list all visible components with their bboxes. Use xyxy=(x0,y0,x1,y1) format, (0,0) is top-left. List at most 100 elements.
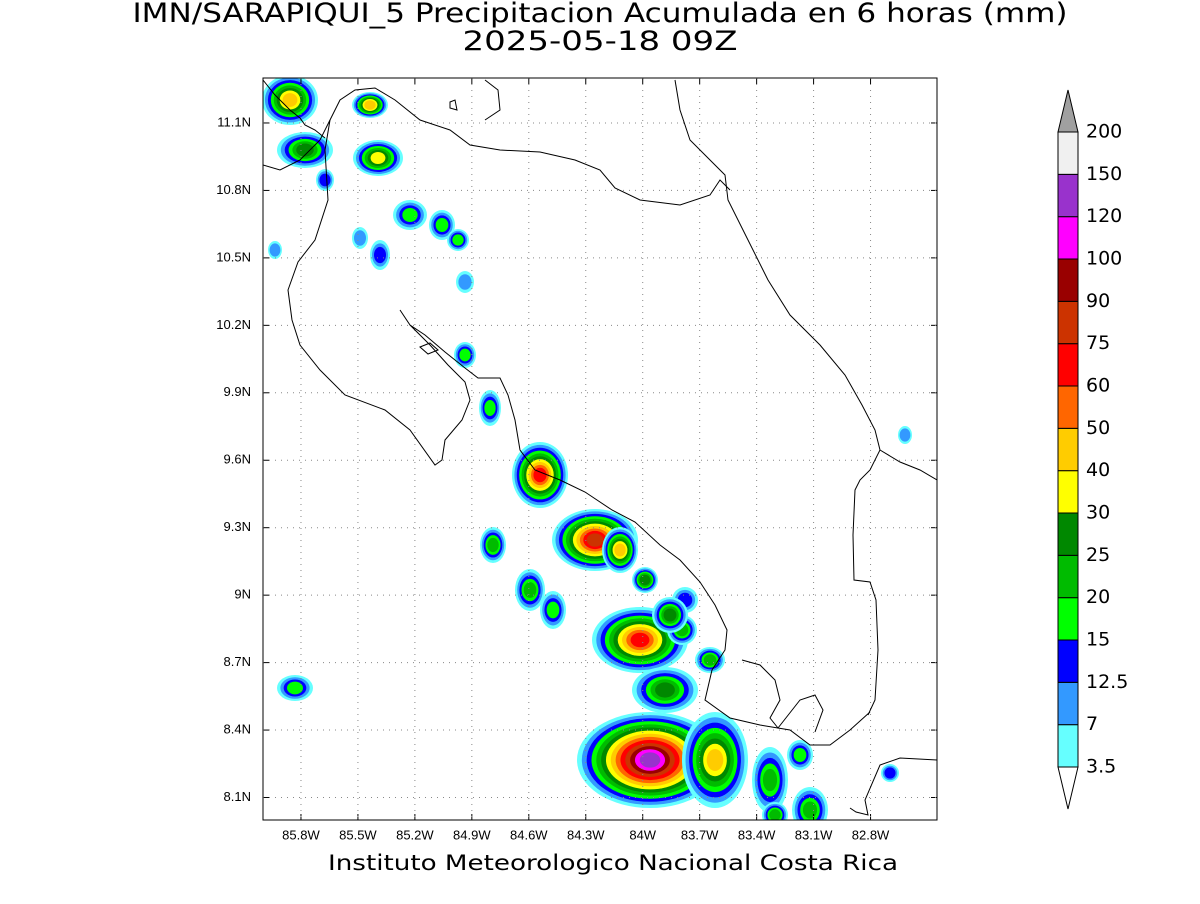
y-tick-label: 8.7N xyxy=(224,654,251,669)
grid: 85.8W 85.5W 85.2W 84.9W 84.6W 84.3W 84W 83.7W 83… xyxy=(216,78,937,842)
y-tick-label: 9.9N xyxy=(224,384,251,399)
x-tick-label: 85.8W xyxy=(282,827,320,842)
x-tick-label: 83.4W xyxy=(738,827,776,842)
x-tick-label: 84.6W xyxy=(510,827,548,842)
rain-cell xyxy=(370,152,386,164)
rain-cell xyxy=(354,230,366,246)
y-tick-label: 11.1N xyxy=(217,114,251,129)
y-tick-label: 9.6N xyxy=(224,452,251,467)
colorbar-box xyxy=(1057,554,1079,599)
colorbar-label: 50 xyxy=(1086,417,1110,439)
colorbar-label: 30 xyxy=(1086,502,1110,524)
rain-cell xyxy=(374,246,386,264)
y-tick-label: 9.3N xyxy=(224,519,251,534)
rain-cell xyxy=(706,749,724,771)
rain-cell xyxy=(364,100,376,110)
rain-cell xyxy=(663,608,677,622)
footer-credit: Instituto Meteorologico Nacional Costa R… xyxy=(328,851,898,875)
colorbar-box xyxy=(1057,597,1079,641)
rain-cell xyxy=(282,93,298,107)
rain-cell xyxy=(459,348,471,362)
colorbar-box xyxy=(1057,216,1079,260)
coastline xyxy=(849,757,937,816)
rain-cell xyxy=(458,274,472,290)
rain-cell xyxy=(586,533,604,547)
precipitation-field xyxy=(263,78,912,820)
y-tick-label: 8.1N xyxy=(224,789,251,804)
rain-cell xyxy=(402,208,418,222)
x-tick-label: 84.9W xyxy=(453,827,491,842)
colorbar-label: 40 xyxy=(1086,459,1110,481)
x-tick-label: 82.8W xyxy=(852,827,890,842)
coastline xyxy=(674,79,881,716)
rain-cell xyxy=(884,767,896,779)
map-title: IMN/SARAPIQUI_5 Precipitacion Acumulada … xyxy=(133,0,1068,29)
colorbar: 3.5 7 12.5 15 20 25 30 40 50 60 75 90 100 120 150 200 xyxy=(1057,89,1128,810)
colorbar-box xyxy=(1057,639,1079,683)
y-tick-label: 10.8N xyxy=(216,182,251,197)
rain-cell xyxy=(802,801,818,819)
colorbar-label: 15 xyxy=(1086,629,1110,651)
y-tick-label: 10.5N xyxy=(216,249,251,264)
x-tick-label: 84.3W xyxy=(567,827,605,842)
rain-cell xyxy=(487,537,499,553)
y-tick-label: 8.4N xyxy=(224,721,251,736)
coastline xyxy=(879,449,937,481)
y-tick-label: 10.2N xyxy=(216,317,251,332)
colorbar-label: 75 xyxy=(1086,332,1110,354)
colorbar-box xyxy=(1057,427,1079,472)
colorbar-label: 150 xyxy=(1086,163,1122,185)
coastline xyxy=(287,119,871,746)
rain-cell xyxy=(703,654,717,666)
colorbar-box xyxy=(1057,470,1079,514)
colorbar-label: 7 xyxy=(1086,713,1098,735)
colorbar-box xyxy=(1057,131,1079,175)
colorbar-box xyxy=(1057,681,1079,726)
colorbar-over xyxy=(1057,89,1079,133)
colorbar-box xyxy=(1057,724,1079,768)
rain-cell xyxy=(899,428,911,442)
colorbar-label: 3.5 xyxy=(1086,756,1116,778)
rain-cell xyxy=(269,243,281,257)
colorbar-label: 200 xyxy=(1086,121,1122,143)
colorbar-box xyxy=(1057,300,1079,345)
colorbar-box xyxy=(1057,385,1079,429)
rain-cell xyxy=(762,768,778,792)
colorbar-box xyxy=(1057,343,1079,387)
island xyxy=(419,342,439,355)
colorbar-label: 100 xyxy=(1086,248,1122,270)
rain-cell xyxy=(533,467,547,483)
rain-cell xyxy=(287,681,303,695)
colorbar-label: 25 xyxy=(1086,544,1110,566)
rain-cell xyxy=(319,173,331,187)
rain-cell xyxy=(639,574,651,586)
rain-cell xyxy=(452,234,464,246)
rain-cell xyxy=(793,748,807,762)
rain-cell xyxy=(655,682,675,698)
colorbar-label: 20 xyxy=(1086,586,1110,608)
y-tick-label: 9N xyxy=(234,587,251,602)
colorbar-label: 120 xyxy=(1086,205,1122,227)
colorbar-label: 60 xyxy=(1086,375,1110,397)
map-subtitle: 2025-05-18 09Z xyxy=(463,26,738,57)
x-tick-label: 83.7W xyxy=(681,827,719,842)
map-frame xyxy=(262,77,938,821)
x-tick-label: 85.5W xyxy=(339,827,377,842)
coastlines xyxy=(263,79,937,816)
coastline xyxy=(484,79,501,121)
colorbar-under xyxy=(1057,766,1079,810)
rain-cell xyxy=(296,143,314,157)
colorbar-box xyxy=(1057,258,1079,302)
coastline xyxy=(741,659,824,733)
rain-cell xyxy=(546,601,560,619)
rain-cell xyxy=(614,543,626,557)
colorbar-box xyxy=(1057,512,1079,556)
rain-cell xyxy=(639,752,661,768)
x-tick-label: 85.2W xyxy=(396,827,434,842)
colorbar-box xyxy=(1057,173,1079,218)
rain-cell xyxy=(484,400,496,416)
colorbar-label: 90 xyxy=(1086,290,1110,312)
rain-cell xyxy=(769,809,781,820)
